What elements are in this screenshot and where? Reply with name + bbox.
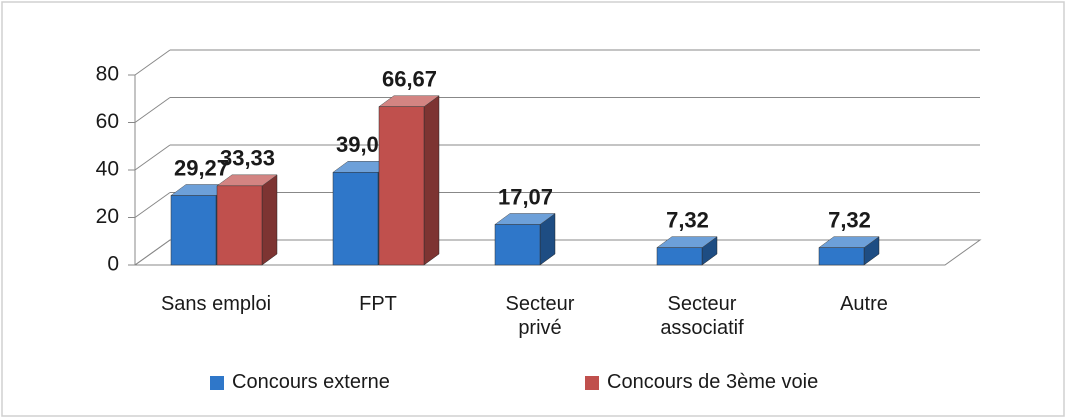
- y-tick-label: 20: [96, 205, 119, 228]
- grid-line: [134, 97, 171, 123]
- x-tick-label: Secteur privé: [505, 293, 575, 339]
- y-tick-label: 60: [96, 110, 119, 133]
- legend-label: Concours de 3ème voie: [607, 371, 819, 393]
- bar-top-shade: [333, 161, 393, 173]
- y-tick-label: 80: [96, 63, 119, 86]
- y-tick-label: 40: [96, 158, 119, 181]
- bar: [656, 247, 703, 266]
- bar-top-shade: [657, 236, 717, 248]
- bar-top-shade: [379, 95, 439, 107]
- x-tick-label: Autre: [840, 293, 888, 315]
- grid-line: [134, 192, 171, 218]
- grid-line: [134, 144, 171, 171]
- bar-side-shade: [864, 236, 879, 265]
- bar-side-shade: [262, 174, 277, 265]
- bar-side-shade: [702, 236, 717, 265]
- data-label: 17,07: [498, 184, 553, 209]
- bar: [818, 247, 865, 266]
- bar: [378, 106, 425, 266]
- legend-swatch: [585, 375, 599, 390]
- bar-top-shade: [217, 174, 277, 186]
- bar: [216, 185, 263, 266]
- legend-item: Concours externe: [210, 371, 390, 394]
- bar: [332, 172, 379, 266]
- bar-top-shade: [819, 236, 879, 248]
- x-tick-label: FPT: [359, 293, 397, 315]
- bar-side-shade: [540, 213, 555, 265]
- legend-swatch: [210, 375, 224, 390]
- y-tick-label: 0: [107, 253, 119, 276]
- x-tick-label: Secteur associatif: [660, 293, 744, 339]
- bar: [494, 224, 541, 266]
- bar: [170, 195, 217, 266]
- data-label: 66,67: [382, 66, 437, 91]
- data-label: 29,27: [174, 155, 229, 180]
- data-label: 33,33: [220, 146, 275, 171]
- data-label: 7,32: [666, 207, 709, 232]
- data-label: 7,32: [828, 207, 871, 232]
- grid-line: [134, 49, 171, 76]
- legend-label: Concours externe: [232, 371, 390, 393]
- bar-top-shade: [171, 184, 231, 196]
- legend-item: Concours de 3ème voie: [585, 371, 818, 394]
- bar-side-shade: [424, 95, 439, 265]
- bar-top-shade: [495, 213, 555, 225]
- grid-line: [134, 239, 171, 266]
- x-tick-label: Sans emploi: [160, 293, 272, 315]
